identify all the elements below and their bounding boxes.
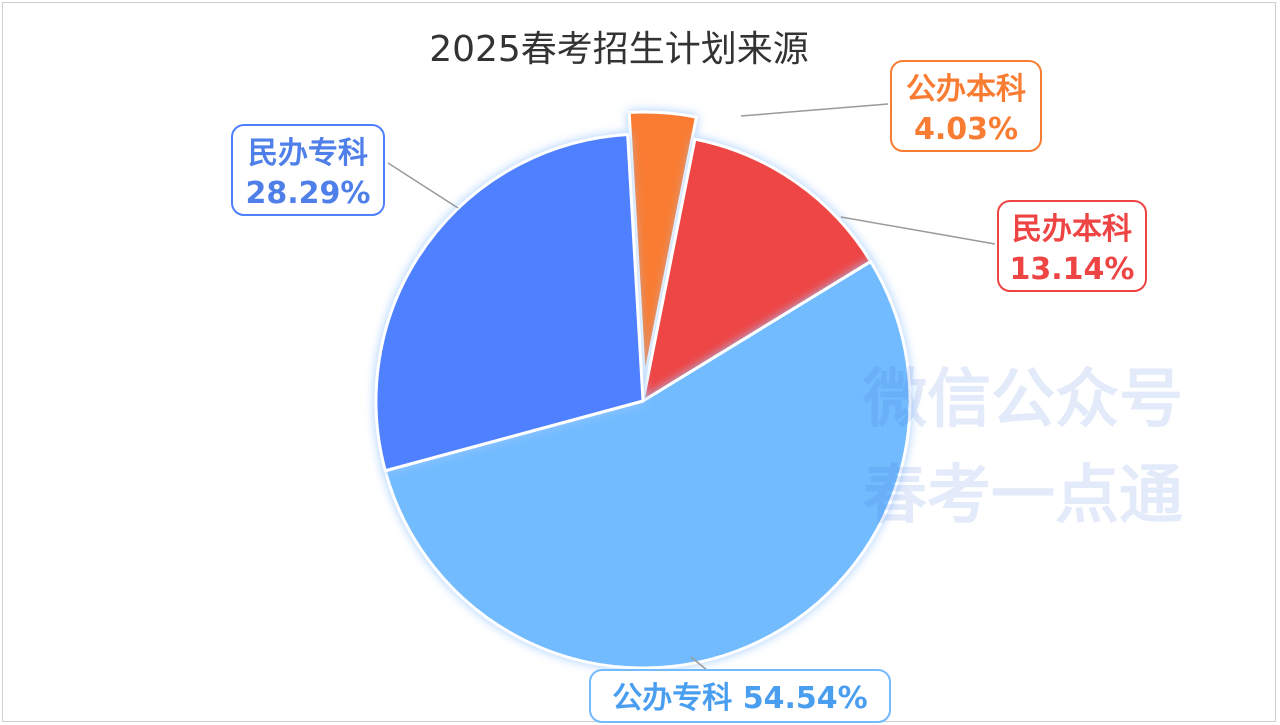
label-name-private-college: 民办专科 xyxy=(248,136,368,171)
label-public-college: 公办专科 54.54% xyxy=(589,669,891,723)
label-text-public-college: 公办专科 54.54% xyxy=(612,681,867,716)
label-value-private-undergrad: 13.14% xyxy=(1010,252,1135,287)
label-value-private-college: 28.29% xyxy=(246,176,371,211)
label-public-undergrad: 公办本科 4.03% xyxy=(890,60,1042,152)
leader-lines xyxy=(387,103,996,672)
watermark-line-2: 春考一点通 xyxy=(863,459,1183,533)
pie-slices xyxy=(374,110,912,670)
label-private-college: 民办专科 28.29% xyxy=(231,124,385,216)
label-name-public-undergrad: 公办本科 xyxy=(906,72,1026,107)
watermark: 微信公众号 春考一点通 xyxy=(862,363,1183,533)
leader-line-public-undergrad xyxy=(740,103,889,117)
label-name-private-undergrad: 民办本科 xyxy=(1012,212,1132,247)
slice-labels: 公办本科 4.03% 民办本科 13.14% 公办专科 54.54% 民办专科 28.29% xyxy=(231,60,1147,723)
leader-line-private-undergrad xyxy=(840,216,996,245)
pie-chart: 2025春考招生计划来源 公办本科 4.03% 民办本科 13.14% 公办专科 54.… xyxy=(231,29,1183,723)
label-box-private-undergrad xyxy=(997,200,1147,292)
slice-private-college xyxy=(374,132,645,473)
label-private-undergrad: 民办本科 13.14% xyxy=(997,200,1147,292)
chart-title: 2025春考招生计划来源 xyxy=(429,29,809,70)
slice-public-undergrad xyxy=(627,110,698,381)
watermark-line-1: 微信公众号 xyxy=(862,363,1183,437)
slice-private-undergrad xyxy=(641,137,873,403)
label-value-public-undergrad: 4.03% xyxy=(914,112,1018,147)
label-box-private-college xyxy=(231,124,385,216)
label-box-public-undergrad xyxy=(890,60,1042,152)
leader-line-public-college xyxy=(690,656,709,672)
label-box-public-college xyxy=(589,669,891,723)
slice-public-college xyxy=(383,260,912,670)
leader-line-private-college xyxy=(387,162,459,209)
